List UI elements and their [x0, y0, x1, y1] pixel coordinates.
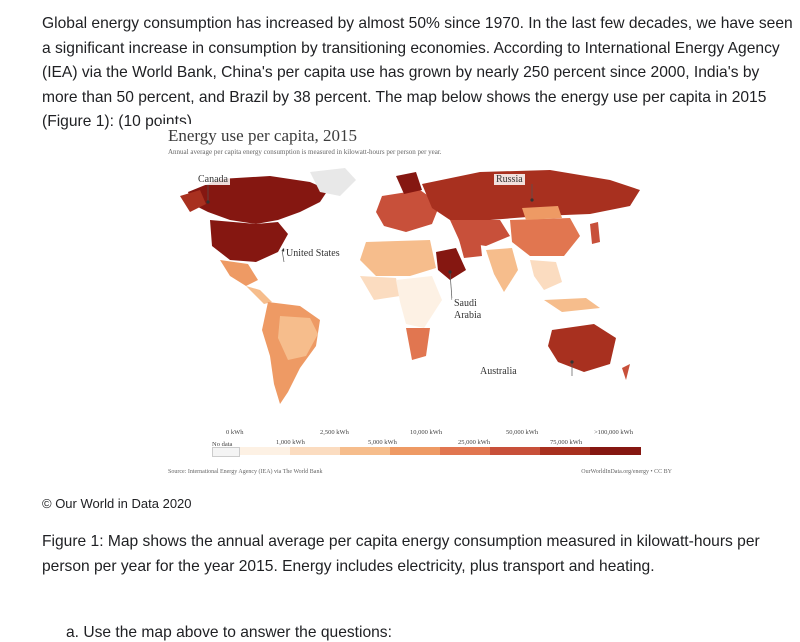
indonesia-region	[544, 298, 600, 312]
legend-no-data-label: No data	[212, 441, 233, 448]
southeast-asia-region	[530, 260, 562, 290]
copyright-notice: © Our World in Data 2020	[42, 496, 192, 511]
figure-title: Energy use per capita, 2015	[168, 126, 357, 145]
mongolia-region	[522, 206, 562, 220]
saudi-region	[436, 248, 466, 280]
australia-region	[548, 324, 616, 372]
figure-caption: Figure 1: Map shows the annual average p…	[42, 533, 760, 575]
legend-tick-0: 0 kWh	[226, 429, 244, 436]
japan-region	[590, 222, 600, 244]
legend-tick-25000: 25,000 kWh	[458, 439, 491, 446]
label-saudi: Saudi	[452, 298, 479, 309]
label-united-states: United States	[284, 248, 342, 259]
figure-credit: OurWorldInData.org/energy • CC BY	[581, 469, 672, 475]
figure-subtitle: Annual average per capita energy consump…	[168, 148, 442, 156]
legend-swatch-4	[440, 447, 491, 455]
alaska-region	[180, 190, 206, 212]
legend-swatch-5	[490, 447, 541, 455]
europe-region	[376, 190, 440, 232]
legend-swatch-3	[390, 447, 441, 455]
world-choropleth-map	[180, 168, 640, 404]
legend-swatch-2	[340, 447, 391, 455]
west-africa-region	[360, 276, 400, 300]
usa-region	[210, 220, 288, 262]
scandinavia-region	[396, 172, 422, 194]
legend-tick-100000: >100,000 kWh	[594, 429, 634, 436]
intro-paragraph: Global energy consumption has increased …	[42, 15, 793, 130]
central-america-region	[246, 286, 272, 304]
legend-tick-10000: 10,000 kWh	[410, 429, 443, 436]
russia-region	[422, 170, 640, 220]
central-africa-region	[396, 276, 442, 328]
label-arabia: Arabia	[452, 310, 484, 321]
legend-tick-50000: 50,000 kWh	[506, 429, 539, 436]
legend-no-data-swatch	[212, 447, 240, 457]
new-zealand-region	[622, 364, 630, 380]
label-russia: Russia	[494, 174, 525, 185]
north-africa-region	[360, 240, 436, 276]
legend-swatch-0	[240, 447, 291, 455]
iran-region	[458, 236, 482, 258]
color-legend: No data 0 kWh 2,500 kWh 10,000 kWh 50,00…	[212, 429, 652, 469]
south-africa-region	[406, 328, 430, 360]
label-canada: Canada	[196, 174, 230, 185]
legend-tick-75000: 75,000 kWh	[550, 439, 583, 446]
mexico-region	[220, 260, 258, 286]
india-region	[486, 248, 518, 292]
brazil-region	[278, 316, 318, 360]
legend-swatch-6	[540, 447, 591, 455]
legend-swatch-7	[590, 447, 641, 455]
greenland-region	[310, 168, 356, 196]
label-australia: Australia	[478, 366, 519, 377]
question-a: a. Use the map above to answer the quest…	[66, 624, 392, 641]
legend-tick-5000: 5,000 kWh	[368, 439, 397, 446]
legend-tick-2500: 2,500 kWh	[320, 429, 349, 436]
canada-region	[188, 176, 328, 224]
figure-source: Source: International Energy Agency (IEA…	[168, 469, 323, 475]
legend-swatch-1	[290, 447, 341, 455]
legend-tick-1000: 1,000 kWh	[276, 439, 305, 446]
energy-map-figure: Energy use per capita, 2015 Annual avera…	[160, 124, 680, 484]
china-region	[510, 218, 580, 256]
